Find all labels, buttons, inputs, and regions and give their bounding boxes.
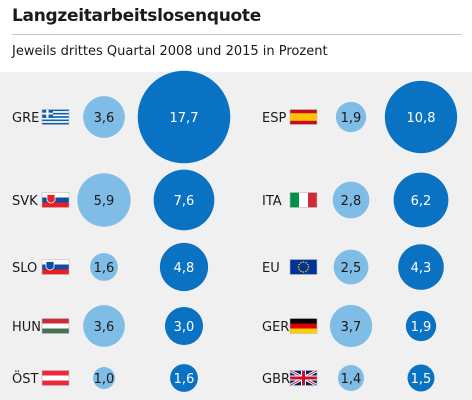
bubble-2015 [137, 70, 231, 164]
bubble-2015 [153, 169, 215, 231]
country-code: SVK [12, 194, 38, 209]
value-label-2015: 1,6 [174, 372, 195, 387]
bubble-2008 [90, 253, 118, 281]
country-code: HUN [12, 320, 41, 335]
value-label-2015: 10,8 [407, 111, 436, 126]
value-label-2015: 17,7 [170, 111, 199, 126]
bubble-2015 [170, 364, 198, 392]
value-label-2008: 5,9 [94, 194, 115, 209]
country-code: GRE [12, 111, 39, 126]
country-row: SVK 5,9 7,6 [12, 169, 215, 231]
value-label-2015: 3,0 [174, 320, 195, 335]
country-code: GBR [262, 372, 290, 387]
germany-flag [289, 318, 318, 334]
value-label-2008: 1,9 [341, 111, 362, 126]
value-label-2015: 7,6 [174, 194, 195, 209]
value-label-2015: 1,5 [411, 372, 432, 387]
slovakia-flag [41, 192, 70, 208]
bubble-2015 [393, 172, 449, 228]
bubble-2015 [159, 242, 209, 292]
value-label-2015: 1,9 [411, 320, 432, 335]
bubble-2008 [337, 364, 365, 392]
bubble-2008 [335, 101, 367, 133]
country-code: ÖST [12, 370, 38, 387]
value-label-2015: 6,2 [411, 194, 432, 209]
bubble-2008 [93, 367, 115, 389]
eu-flag [289, 259, 318, 275]
value-label-2008: 3,7 [341, 320, 362, 335]
uk-flag [289, 369, 318, 387]
bubble-2008 [332, 181, 370, 219]
bubble-2008 [329, 304, 373, 348]
value-label-2008: 3,6 [94, 111, 115, 126]
country-row: HUN 3,6 3,0 [12, 305, 204, 347]
spain-flag [289, 109, 318, 125]
bubble-2015 [164, 306, 204, 346]
chart-header: Langzeitarbeitslosenquote Jeweils dritte… [0, 0, 472, 72]
bubble-2008 [77, 173, 131, 227]
bubble-2015 [398, 244, 444, 290]
value-label-2008: 1,4 [341, 372, 362, 387]
greece-flag [41, 109, 70, 125]
value-label-2008: 1,6 [94, 261, 115, 276]
country-code: EU [262, 261, 280, 276]
bubble-2015 [407, 364, 435, 392]
slovenia-flag [41, 259, 70, 275]
value-label-2008: 1,0 [94, 372, 115, 387]
italy-flag [289, 192, 318, 208]
chart-subtitle: Jeweils drittes Quartal 2008 und 2015 in… [12, 44, 328, 59]
country-code: ESP [262, 111, 286, 126]
country-row: EU 2,5 4,3 [262, 244, 444, 290]
value-label-2015: 4,8 [174, 261, 195, 276]
bubble-2008 [333, 249, 369, 285]
country-row: GRE 3,6 17,7 [12, 70, 231, 164]
value-label-2015: 4,3 [411, 261, 432, 276]
value-label-2008: 2,8 [341, 194, 362, 209]
country-row: GBR 1,4 1,5 [262, 364, 435, 392]
country-row: ÖST 1,0 1,6 [12, 364, 198, 392]
austria-flag [41, 370, 70, 386]
country-row: GER 3,7 1,9 [262, 304, 437, 348]
bubble-2015 [405, 310, 437, 342]
country-row: ESP 1,9 10,8 [262, 80, 458, 154]
value-label-2008: 2,5 [341, 261, 362, 276]
country-code: ITA [262, 194, 282, 209]
value-label-2008: 3,6 [94, 320, 115, 335]
country-code: SLO [12, 261, 37, 276]
country-row: ITA 2,8 6,2 [262, 172, 449, 228]
chart-title: Langzeitarbeitslosenquote [12, 6, 261, 26]
title-divider [12, 34, 462, 35]
country-row: SLO 1,6 4,8 [12, 242, 209, 292]
bubble-2015 [384, 80, 458, 154]
bubble-2008 [83, 305, 125, 347]
country-code: GER [262, 320, 289, 335]
hungary-flag [41, 318, 70, 334]
bubble-2008 [83, 96, 125, 138]
